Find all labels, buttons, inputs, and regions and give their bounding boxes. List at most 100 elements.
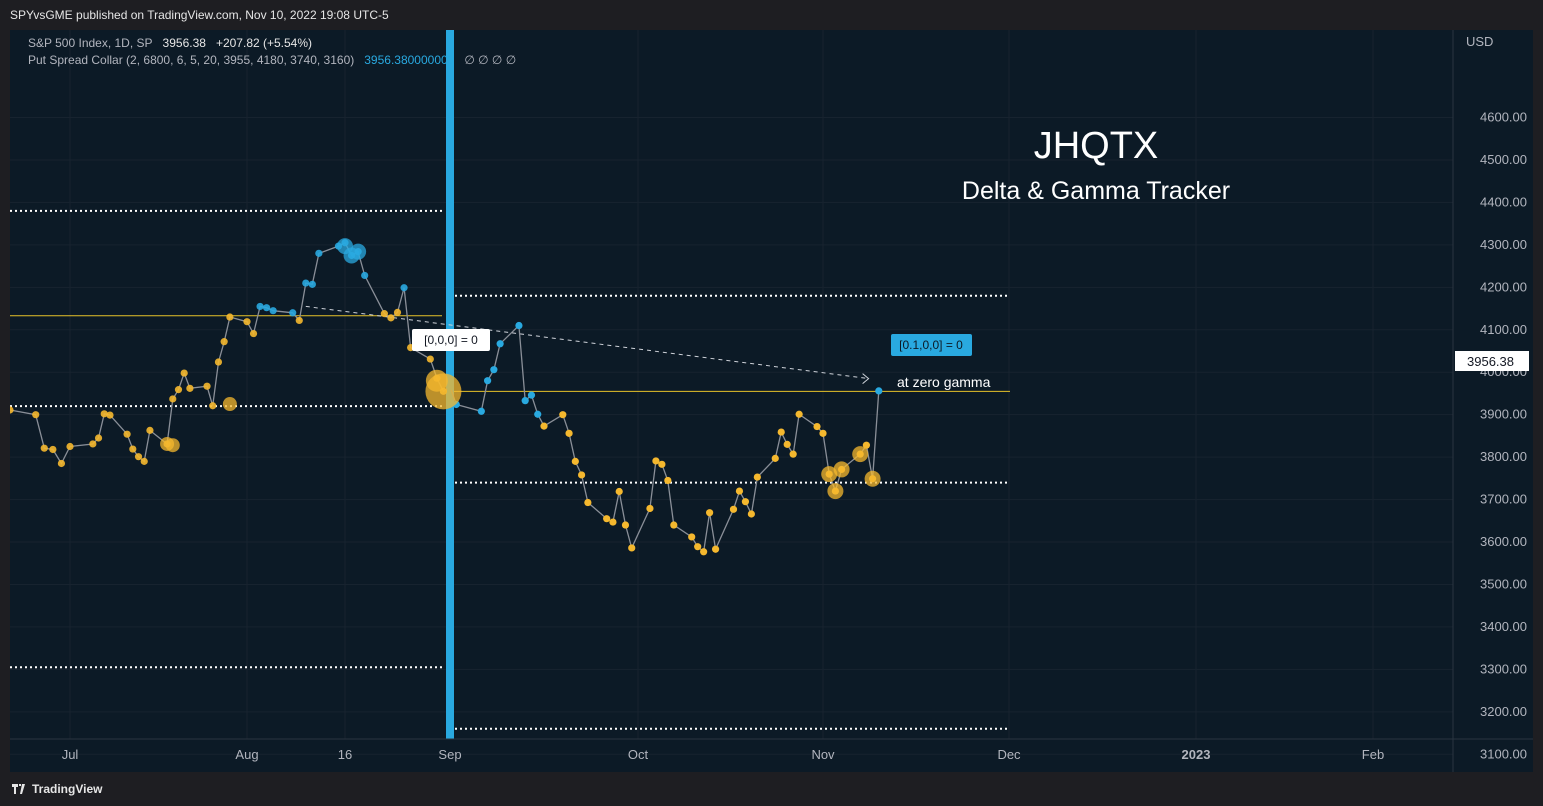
data-point xyxy=(777,428,785,436)
highlight-point xyxy=(821,466,838,483)
data-point xyxy=(57,459,66,468)
price-tag-value: 3956.38 xyxy=(1467,354,1514,369)
price-tick-label: 3800.00 xyxy=(1480,449,1527,464)
highlight-point xyxy=(165,438,180,453)
data-point xyxy=(32,411,40,419)
data-point xyxy=(670,521,678,529)
price-tick-label: 4200.00 xyxy=(1480,279,1527,294)
price-tick-label: 4400.00 xyxy=(1480,194,1527,209)
data-point xyxy=(49,445,57,454)
price-tick-label: 4100.00 xyxy=(1480,322,1527,337)
highlight-point xyxy=(827,483,844,500)
price-tick-label: 3100.00 xyxy=(1480,746,1527,761)
data-point xyxy=(789,450,797,458)
data-point xyxy=(484,377,492,385)
data-point xyxy=(302,279,310,287)
price-chart[interactable]: 3100.00 3200.00 3300.00 3400.00 3500.00 3600.… xyxy=(10,30,1533,772)
data-point xyxy=(209,402,217,410)
data-point xyxy=(694,543,702,551)
price-axis[interactable]: 3100.00 3200.00 3300.00 3400.00 3500.00 3600.… xyxy=(1480,110,1527,762)
data-point xyxy=(628,544,636,552)
data-point xyxy=(783,440,791,448)
data-point xyxy=(875,387,883,395)
price-points xyxy=(10,238,883,556)
top-bar: SPYvsGME published on TradingView.com, N… xyxy=(0,0,1543,30)
data-point xyxy=(621,521,630,529)
data-point xyxy=(203,382,211,390)
data-point xyxy=(521,397,529,405)
data-point xyxy=(565,429,573,437)
symbol-legend[interactable]: S&P 500 Index, 1D, SP 3956.38 +207.82 (+… xyxy=(28,36,312,50)
data-point xyxy=(100,410,108,418)
time-tick-label: 2023 xyxy=(1182,747,1211,762)
data-point xyxy=(515,321,523,330)
label-left-text: [0,0,0] = 0 xyxy=(424,333,478,347)
price-tag: 3956.38 xyxy=(1455,351,1529,371)
data-point xyxy=(380,310,388,318)
data-point xyxy=(263,304,271,312)
zero-gamma-note: at zero gamma xyxy=(897,374,991,390)
tradingview-brand[interactable]: TradingView xyxy=(12,782,102,796)
data-point xyxy=(819,429,827,437)
data-point xyxy=(646,504,654,513)
data-point xyxy=(289,309,297,317)
indicator-legend[interactable]: Put Spread Collar (2, 6800, 6, 5, 20, 39… xyxy=(28,53,516,67)
data-point xyxy=(387,314,395,322)
data-point xyxy=(66,442,74,451)
arrow-shaft xyxy=(305,305,869,380)
overlay-title: JHQTX xyxy=(1034,125,1159,167)
data-point xyxy=(571,457,579,465)
footer-bar: TradingView xyxy=(0,772,1543,806)
price-tick-label: 4500.00 xyxy=(1480,152,1527,167)
highlight-point xyxy=(337,238,353,255)
data-point xyxy=(753,473,761,481)
label-left: [0,0,0] = 0 xyxy=(412,329,490,351)
data-point xyxy=(527,391,536,399)
chart-area[interactable]: 3100.00 3200.00 3300.00 3400.00 3500.00 3600.… xyxy=(10,30,1533,772)
data-point xyxy=(496,340,504,348)
time-tick-label: Jul xyxy=(62,747,79,762)
data-point xyxy=(295,316,303,325)
highlight-point xyxy=(425,369,448,392)
data-point xyxy=(688,533,696,541)
data-point xyxy=(664,476,672,485)
time-tick-label: 16 xyxy=(338,747,352,762)
data-point xyxy=(747,510,755,518)
time-tick-label: Oct xyxy=(628,747,649,762)
highlight-point xyxy=(864,470,881,487)
data-point xyxy=(584,498,592,507)
data-point xyxy=(123,430,131,438)
trend-arrow xyxy=(305,305,870,384)
data-point xyxy=(477,407,485,415)
price-tick-label: 4300.00 xyxy=(1480,237,1527,252)
price-tick-label: 3200.00 xyxy=(1480,704,1527,719)
data-point xyxy=(40,444,48,452)
data-point xyxy=(652,457,660,465)
data-point xyxy=(534,410,542,418)
data-point xyxy=(771,454,779,462)
time-tick-label: Nov xyxy=(811,747,835,762)
price-tick-label: 3600.00 xyxy=(1480,534,1527,549)
currency-label: USD xyxy=(1466,34,1493,49)
data-point xyxy=(609,518,617,526)
time-axis[interactable]: Jul Aug 16 Sep Oct Nov Dec 2023 Feb xyxy=(62,747,1385,762)
data-point xyxy=(94,434,103,442)
data-point xyxy=(169,395,177,403)
data-point xyxy=(400,284,408,292)
data-point xyxy=(134,453,143,461)
time-tick-label: Feb xyxy=(1362,747,1384,762)
price-tick-label: 3700.00 xyxy=(1480,492,1527,507)
data-point xyxy=(256,302,264,311)
highlight-point xyxy=(222,397,237,412)
data-point xyxy=(315,249,323,257)
arrow-head-icon xyxy=(862,373,870,384)
indicator-name: Put Spread Collar (2, 6800, 6, 5, 20, 39… xyxy=(28,53,355,67)
label-right-text: [0.1,0,0] = 0 xyxy=(899,338,963,352)
tradingview-logo-icon xyxy=(12,784,25,794)
price-tick-label: 3300.00 xyxy=(1480,661,1527,676)
data-point xyxy=(795,410,803,418)
data-point xyxy=(603,515,611,523)
highlight-point xyxy=(350,243,367,260)
price-tick-label: 3500.00 xyxy=(1480,576,1527,591)
data-point xyxy=(615,487,623,496)
